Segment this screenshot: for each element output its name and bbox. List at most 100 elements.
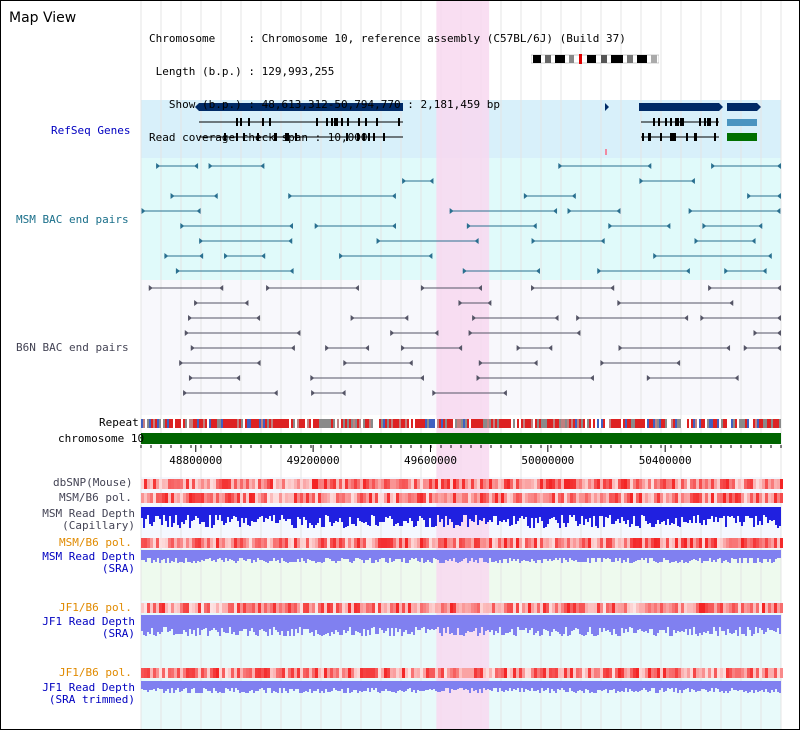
b6n-bac-end [458,300,463,306]
msm-capillary-depth [257,507,259,519]
jf1-sra-depth [343,615,345,630]
msm-pol-cell [756,493,759,503]
jf1-sra-depth [285,615,287,636]
msm-capillary-depth [309,507,311,523]
msm-capillary-depth [239,507,241,527]
jf1-pol2-cell [678,668,681,678]
refseq-genes-label[interactable]: RefSeq Genes [51,124,131,137]
jf1-sra-depth [401,615,403,636]
repeat-block [323,419,325,428]
msm-capillary-depth [511,507,513,525]
dbsnp-cell [210,479,213,489]
jf1-sra-depth [367,615,369,630]
msm-pol2-cell [237,538,240,548]
msm-depth-capillary-label[interactable]: MSM Read Depth (Capillary) [42,507,135,532]
repeat-block [761,419,763,428]
msm-pol-cell [180,493,183,503]
jf1-pol2-cell [528,668,531,678]
msm-sra-depth [165,550,167,563]
jf1-pol2-cell [168,668,171,678]
msm-sra-depth [527,550,529,561]
msm-capillary-depth [459,507,461,526]
msm-pol-cell [222,493,225,503]
jf1-trim-depth [323,681,325,693]
msm-capillary-depth [499,507,501,521]
jf1-trim-depth [209,681,211,691]
repeat-block [437,419,439,428]
jf1-sra-depth [267,615,269,636]
dbsnp-cell [312,479,315,489]
jf1-pol-cell [297,603,300,613]
dbsnp-cell [687,479,690,489]
jf1-depth-trim-label[interactable]: JF1 Read Depth (SRA trimmed) [42,681,135,706]
b6n-bac-label[interactable]: B6N BAC end pairs [16,341,129,354]
jf1-pol2-cell [453,668,456,678]
repeat-block [551,419,553,428]
jf1-sra-depth [349,615,351,627]
jf1-sra-depth [563,615,565,634]
jf1-pol2-cell [468,668,471,678]
msm-pol2-cell [756,538,759,548]
jf1-pol2-cell [285,668,288,678]
jf1-trim-depth [167,681,169,689]
msm-depth-sra-label[interactable]: MSM Read Depth (SRA) [42,550,135,575]
repeat-block [723,419,725,428]
jf1-trim-depth [397,681,399,691]
jf1-trim-depth [377,681,379,692]
repeat-block [239,419,241,428]
jf1-depth-sra-label[interactable]: JF1 Read Depth (SRA) [42,615,135,640]
msm-capillary-depth [167,507,169,527]
repeat-block [419,419,421,428]
msm-sra-depth [315,550,317,563]
msm-pol-2-label[interactable]: MSM/B6 pol. [59,536,132,549]
msm-capillary-depth [199,507,201,524]
jf1-pol2-cell [216,668,219,678]
msm-pol2-cell [537,538,540,548]
dbsnp-cell [294,479,297,489]
jf1-pol2-cell [720,668,723,678]
msm-sra-depth [649,550,651,558]
msm-capillary-depth [241,507,243,518]
msm-pol-cell [408,493,411,503]
repeat-block [389,419,391,428]
chromosome-ideogram[interactable] [531,54,659,64]
jf1-pol-label[interactable]: JF1/B6 pol. [59,601,132,614]
jf1-trim-depth [663,681,665,692]
dbsnp-cell [390,479,393,489]
msm-pol-label[interactable]: MSM/B6 pol. [59,491,132,504]
jf1-sra-depth [471,615,473,632]
jf1-pol-cell [156,603,159,613]
jf1-trim-depth [555,681,557,693]
jf1-pol-cell [597,603,600,613]
jf1-pol2-cell [144,668,147,678]
region-info: Chromosome : Chromosome 10, reference as… [149,11,626,165]
jf1-sra-depth [609,615,611,632]
msm-bac-end [616,208,621,214]
dbsnp-label[interactable]: dbSNP(Mouse) [53,476,133,489]
msm-bac-end [288,193,293,199]
repeat-block [325,419,327,428]
msm-capillary-depth [385,507,387,517]
msm-pol-cell [528,493,531,503]
msm-pol2-cell [297,538,300,548]
msm-pol2-cell [303,538,306,548]
msm-capillary-depth [171,507,173,527]
jf1-pol2-cell [426,668,429,678]
msm-capillary-depth [685,507,687,522]
jf1-pol-2-label[interactable]: JF1/B6 pol. [59,666,132,679]
msm-bac-end [688,208,693,214]
dbsnp-cell [537,479,540,489]
jf1-trim-depth [195,681,197,693]
jf1-trim-depth [717,681,719,689]
msm-pol2-cell [396,538,399,548]
msm-capillary-depth [183,507,185,524]
msm-pol2-cell [192,538,195,548]
repeat-block [631,419,633,428]
repeat-block [379,419,381,428]
msm-capillary-depth [779,507,781,526]
msm-bac-label[interactable]: MSM BAC end pairs [16,213,129,226]
msm-bac-end [170,193,175,199]
jf1-trim-depth [649,681,651,691]
msm-capillary-depth [159,507,161,519]
